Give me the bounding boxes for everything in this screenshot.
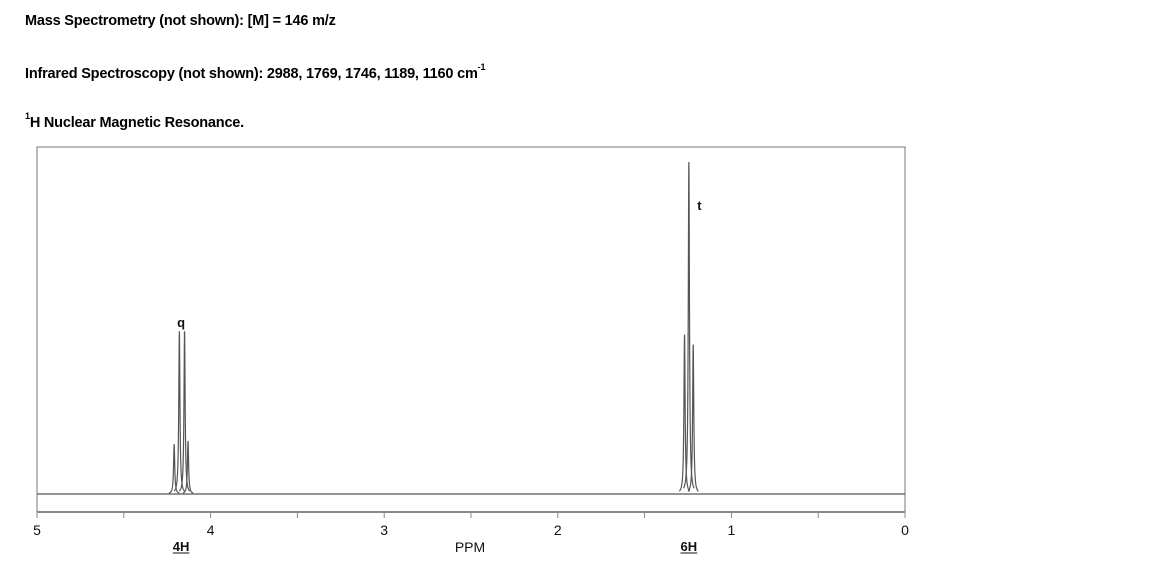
peak <box>178 331 191 492</box>
multiplicity-label: t <box>697 198 702 213</box>
x-tick-label: 3 <box>380 522 388 538</box>
integration-label: 6H <box>681 539 698 554</box>
ir-text: Infrared Spectroscopy (not shown): 2988,… <box>25 65 478 82</box>
x-tick-label: 0 <box>901 522 909 538</box>
x-axis-label: PPM <box>455 539 485 555</box>
x-tick-label: 4 <box>207 522 215 538</box>
x-tick-label: 1 <box>728 522 736 538</box>
peak <box>182 440 194 494</box>
ir-line: Infrared Spectroscopy (not shown): 2988,… <box>25 62 486 82</box>
nmr-heading: 1H Nuclear Magnetic Resonance. <box>25 111 244 131</box>
annotations: q t 4H 6H <box>172 198 702 554</box>
integration-label: 4H <box>173 539 190 554</box>
multiplicity-label: q <box>177 315 185 330</box>
nmr-title: H Nuclear Magnetic Resonance. <box>29 114 244 131</box>
ir-superscript: -1 <box>477 62 486 72</box>
spectrum <box>37 161 905 495</box>
peak <box>173 331 186 492</box>
peak <box>678 334 691 492</box>
x-tick-label: 5 <box>33 522 41 538</box>
peak <box>168 444 180 494</box>
x-axis: 5 4 3 2 1 0 <box>33 511 909 538</box>
x-tick-label: 2 <box>554 522 562 538</box>
peak <box>687 344 699 492</box>
mass-spec-line: Mass Spectrometry (not shown): [M] = 146… <box>25 13 336 29</box>
nmr-superscript: 1 <box>25 111 30 121</box>
plot-frame <box>36 146 906 513</box>
peak <box>683 161 695 489</box>
